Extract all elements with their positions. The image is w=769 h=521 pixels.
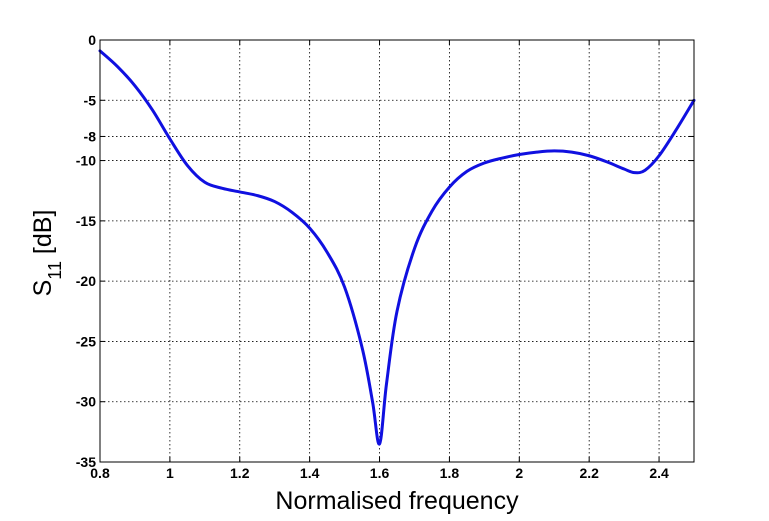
- y-tick-label: -15: [76, 213, 96, 229]
- y-tick-label: -20: [76, 273, 96, 289]
- x-tick-label: 1.6: [370, 465, 390, 481]
- y-axis-label: S11 [dB]: [29, 210, 65, 297]
- y-axis-label-unit: [dB]: [29, 210, 57, 261]
- y-tick-label: 0: [88, 32, 96, 48]
- x-tick-label: 0.8: [90, 465, 110, 481]
- y-axis-label-subscript: 11: [45, 261, 65, 280]
- x-tick-label: 2.4: [649, 465, 669, 481]
- y-tick-label: -5: [84, 92, 97, 108]
- y-tick-label: -25: [76, 333, 96, 349]
- y-tick-label: -10: [76, 153, 96, 169]
- x-tick-label: 1.8: [440, 465, 460, 481]
- grid-lines: [100, 40, 694, 462]
- x-tick-label: 2.2: [579, 465, 599, 481]
- x-tick-label: 1.2: [230, 465, 250, 481]
- x-axis-label: Normalised frequency: [275, 487, 519, 515]
- s11-series-line: [98, 49, 696, 446]
- y-axis-label-main: S: [29, 280, 57, 297]
- x-tick-label: 1.4: [300, 465, 320, 481]
- plot-frame: [99, 39, 695, 463]
- x-tick-label: 2: [515, 465, 523, 481]
- y-tick-label: -35: [76, 454, 96, 470]
- x-tick-labels: 0.8 1 1.2 1.4 1.6 1.8 2 2.2 2.4: [90, 465, 669, 481]
- series-layer: [98, 49, 696, 446]
- y-tick-label: -8: [84, 128, 97, 144]
- y-tick-label: -30: [76, 394, 96, 410]
- y-tick-labels: 0 -5 -8 -10 -15 -20 -25 -30 -35: [76, 32, 96, 470]
- x-tick-label: 1: [166, 465, 174, 481]
- tick-marks: [99, 39, 694, 463]
